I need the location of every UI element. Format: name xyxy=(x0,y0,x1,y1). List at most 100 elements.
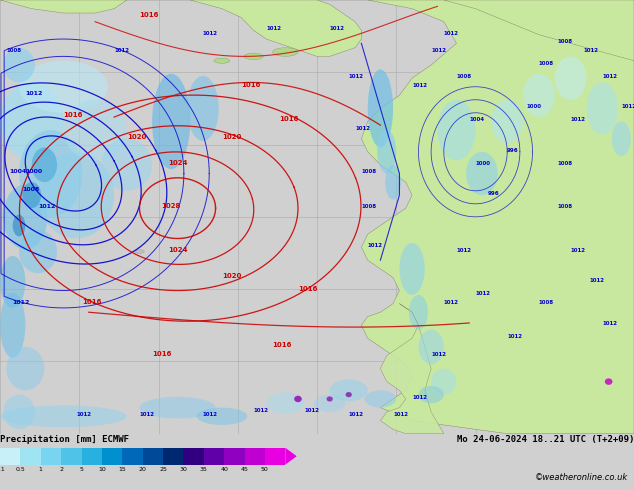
Text: Mo 24-06-2024 18..21 UTC (T+2+09): Mo 24-06-2024 18..21 UTC (T+2+09) xyxy=(456,435,634,444)
Text: 1004: 1004 xyxy=(10,170,27,174)
Text: 0.1: 0.1 xyxy=(0,467,5,472)
Text: 1012: 1012 xyxy=(266,26,281,31)
Text: 1012: 1012 xyxy=(456,247,472,252)
Text: 1012: 1012 xyxy=(203,412,218,417)
Ellipse shape xyxy=(437,100,476,160)
Text: 1012: 1012 xyxy=(571,247,586,252)
Text: 1012: 1012 xyxy=(431,352,446,357)
Bar xyxy=(224,448,245,465)
Text: 1016: 1016 xyxy=(82,298,102,305)
Ellipse shape xyxy=(399,243,425,295)
Ellipse shape xyxy=(466,152,498,195)
Text: 1016: 1016 xyxy=(139,12,159,18)
Ellipse shape xyxy=(22,182,41,208)
Text: 1020: 1020 xyxy=(222,134,242,140)
Polygon shape xyxy=(380,304,444,434)
Ellipse shape xyxy=(139,397,216,418)
Text: 1012: 1012 xyxy=(349,412,364,417)
Bar xyxy=(265,448,285,465)
Ellipse shape xyxy=(0,405,127,427)
Ellipse shape xyxy=(0,256,25,308)
Text: 1012: 1012 xyxy=(583,48,598,53)
Text: 35: 35 xyxy=(200,467,208,472)
Text: 20: 20 xyxy=(139,467,146,472)
Polygon shape xyxy=(361,0,634,434)
Ellipse shape xyxy=(0,82,63,160)
Text: 1016: 1016 xyxy=(241,82,261,88)
Ellipse shape xyxy=(523,74,555,117)
Ellipse shape xyxy=(555,56,586,100)
Ellipse shape xyxy=(418,330,444,364)
Text: ©weatheronline.co.uk: ©weatheronline.co.uk xyxy=(534,473,628,482)
Text: 1000: 1000 xyxy=(526,104,541,109)
Text: 1012: 1012 xyxy=(444,299,459,305)
Ellipse shape xyxy=(314,394,346,412)
Text: 1012: 1012 xyxy=(393,412,408,417)
Ellipse shape xyxy=(3,394,35,429)
Text: 1016: 1016 xyxy=(298,286,318,292)
Text: 1008: 1008 xyxy=(558,39,573,45)
Bar xyxy=(245,448,265,465)
Ellipse shape xyxy=(6,347,44,390)
Text: 1012: 1012 xyxy=(254,408,269,413)
Text: 1020: 1020 xyxy=(222,272,242,278)
Bar xyxy=(204,448,224,465)
Text: 1012: 1012 xyxy=(476,291,491,296)
Ellipse shape xyxy=(19,230,57,273)
Text: 1000: 1000 xyxy=(476,161,491,166)
Bar xyxy=(183,448,204,465)
Text: 10: 10 xyxy=(98,467,106,472)
Text: 2: 2 xyxy=(59,467,63,472)
Bar xyxy=(61,448,82,465)
Text: 1012: 1012 xyxy=(330,26,345,31)
Text: 1012: 1012 xyxy=(444,31,459,36)
Ellipse shape xyxy=(586,82,618,134)
Text: 15: 15 xyxy=(119,467,126,472)
Text: 1012: 1012 xyxy=(412,83,427,88)
Ellipse shape xyxy=(19,61,108,113)
Text: 1012: 1012 xyxy=(203,31,218,36)
Text: 1012: 1012 xyxy=(590,278,605,283)
Text: Precipitation [mm] ECMWF: Precipitation [mm] ECMWF xyxy=(0,435,129,444)
Ellipse shape xyxy=(612,122,631,156)
Text: 1016: 1016 xyxy=(279,117,299,122)
Ellipse shape xyxy=(368,70,393,147)
Text: 1028: 1028 xyxy=(162,203,181,209)
Ellipse shape xyxy=(32,147,57,182)
Ellipse shape xyxy=(431,368,456,394)
Text: 1000: 1000 xyxy=(25,170,42,174)
Text: 1008: 1008 xyxy=(539,61,554,66)
Text: 30: 30 xyxy=(179,467,187,472)
Ellipse shape xyxy=(409,295,428,330)
Text: 1012: 1012 xyxy=(368,243,383,248)
Text: 1024: 1024 xyxy=(168,160,187,166)
Polygon shape xyxy=(0,0,127,13)
Ellipse shape xyxy=(327,396,333,402)
Polygon shape xyxy=(190,0,361,56)
Text: 1012: 1012 xyxy=(38,204,55,209)
Ellipse shape xyxy=(491,100,523,143)
Text: 1012: 1012 xyxy=(76,412,91,417)
Text: 1012: 1012 xyxy=(621,104,634,109)
Text: 1008: 1008 xyxy=(539,299,554,305)
Text: 1020: 1020 xyxy=(127,134,146,140)
Bar xyxy=(41,448,61,465)
Text: 1012: 1012 xyxy=(25,92,42,97)
Text: 1012: 1012 xyxy=(139,412,155,417)
Text: 1012: 1012 xyxy=(355,126,370,131)
Text: 1008: 1008 xyxy=(361,170,377,174)
Ellipse shape xyxy=(3,48,35,82)
Ellipse shape xyxy=(214,58,230,63)
Polygon shape xyxy=(444,0,634,61)
Text: 1008: 1008 xyxy=(456,74,472,79)
Text: 0.5: 0.5 xyxy=(15,467,25,472)
Bar xyxy=(82,448,102,465)
Bar xyxy=(122,448,143,465)
Text: 50: 50 xyxy=(261,467,269,472)
Text: 5: 5 xyxy=(80,467,84,472)
Text: 1012: 1012 xyxy=(571,118,586,122)
Text: 996: 996 xyxy=(507,148,519,153)
Text: 1012: 1012 xyxy=(349,74,364,79)
Ellipse shape xyxy=(134,250,144,253)
Text: 1016: 1016 xyxy=(152,350,172,357)
